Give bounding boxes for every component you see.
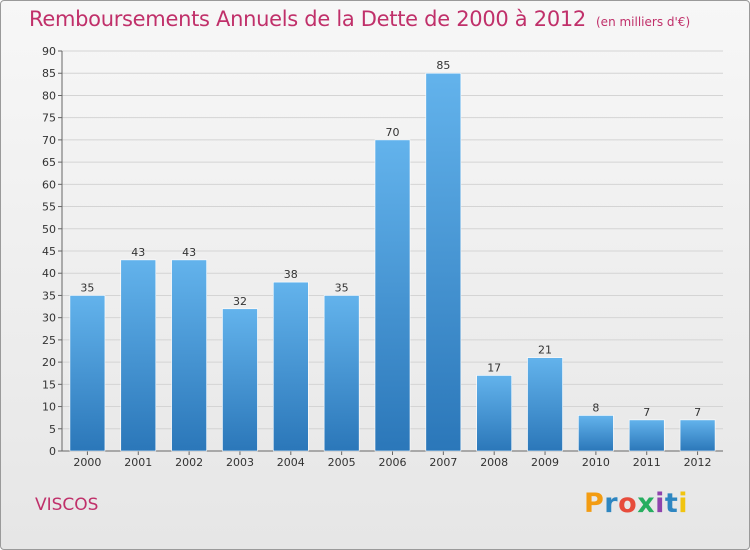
- y-tick-label: 55: [42, 201, 56, 214]
- place-name: VISCOS: [35, 495, 99, 515]
- logo-letter: o: [618, 488, 638, 519]
- bars: [69, 72, 716, 452]
- bar-2001: [120, 259, 157, 452]
- y-tick-label: 90: [42, 45, 56, 58]
- x-tick-label: 2006: [379, 456, 407, 469]
- proxiti-logo: Proxiti: [584, 488, 688, 519]
- x-tick-label: 2005: [328, 456, 356, 469]
- data-label: 8: [592, 401, 599, 414]
- logo-letter: P: [584, 488, 605, 519]
- x-tick-label: 2009: [531, 456, 559, 469]
- y-tick-label: 30: [42, 312, 56, 325]
- logo-letter: r: [604, 488, 619, 519]
- bar-2003: [222, 308, 258, 452]
- y-tick-label: 85: [42, 67, 56, 80]
- data-label: 35: [80, 281, 94, 294]
- y-tick-label: 40: [42, 267, 56, 280]
- x-tick-label: 2011: [633, 456, 661, 469]
- x-tick-label: 2007: [429, 456, 457, 469]
- logo-letter: i: [655, 488, 665, 519]
- data-label: 35: [335, 281, 349, 294]
- y-tick-label: 80: [42, 89, 56, 102]
- data-label: 17: [487, 361, 501, 374]
- x-tick-label: 2000: [73, 456, 101, 469]
- y-tick-label: 75: [42, 112, 56, 125]
- x-tick-label: 2001: [124, 456, 152, 469]
- data-label: 43: [131, 246, 145, 259]
- bar-2012: [679, 419, 716, 452]
- bar-2006: [374, 139, 411, 452]
- bar-2005: [323, 295, 360, 452]
- chart-unit: (en milliers d'€): [596, 15, 691, 29]
- chart-title-block: Remboursements Annuels de la Dette de 20…: [29, 7, 690, 31]
- y-tick-label: 20: [42, 356, 56, 369]
- y-tick-label: 10: [42, 401, 56, 414]
- y-tick-label: 60: [42, 178, 56, 191]
- x-tick-label: 2012: [684, 456, 712, 469]
- y-tick-label: 70: [42, 134, 56, 147]
- data-label: 21: [538, 344, 552, 357]
- bar-2007: [425, 72, 462, 452]
- y-tick-label: 50: [42, 223, 56, 236]
- data-label: 43: [182, 246, 196, 259]
- y-tick-label: 15: [42, 378, 56, 391]
- y-tick-label: 45: [42, 245, 56, 258]
- bar-2002: [171, 259, 207, 452]
- logo-letter: x: [637, 488, 656, 519]
- x-tick-label: 2003: [226, 456, 254, 469]
- bar-2004: [273, 281, 309, 452]
- y-tick-label: 25: [42, 334, 56, 347]
- data-label: 38: [284, 268, 298, 281]
- x-tick-label: 2004: [277, 456, 305, 469]
- data-label: 70: [386, 126, 400, 139]
- logo-letter: t: [664, 488, 679, 519]
- y-tick-label: 5: [49, 423, 56, 436]
- bar-2000: [69, 295, 106, 452]
- x-tick-label: 2008: [480, 456, 508, 469]
- data-label: 85: [436, 59, 450, 72]
- bar-2008: [476, 375, 512, 452]
- logo-letter: i: [678, 488, 689, 519]
- data-label: 32: [233, 295, 247, 308]
- chart-title: Remboursements Annuels de la Dette de 20…: [29, 7, 586, 31]
- data-label: 7: [643, 406, 650, 419]
- bar-2011: [628, 419, 665, 452]
- y-tick-label: 0: [49, 445, 56, 458]
- bar-2010: [578, 415, 614, 452]
- bar-2009: [527, 357, 563, 452]
- axes: 0 5 10 15 20 25 30 35 40 45 50 55 60 65 70 75 80 85 90 2000…: [42, 45, 723, 469]
- y-tick-label: 65: [42, 156, 56, 169]
- x-tick-label: 2010: [582, 456, 610, 469]
- y-tick-label: 35: [42, 289, 56, 302]
- x-tick-label: 2002: [175, 456, 203, 469]
- data-label: 7: [694, 406, 701, 419]
- data-labels: 35 43 43 32 38 35 70 85 17 21 8 7 7: [80, 59, 701, 419]
